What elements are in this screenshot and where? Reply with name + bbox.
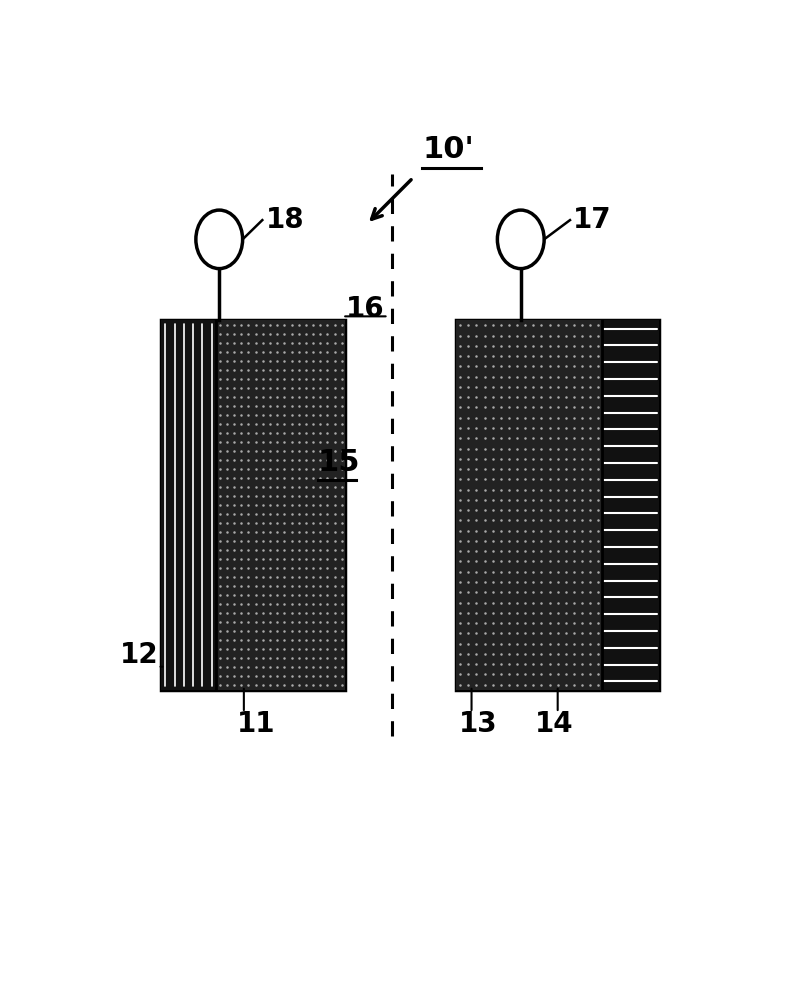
Text: 11: 11 — [237, 710, 276, 738]
Text: 16: 16 — [345, 295, 384, 323]
Text: 14: 14 — [535, 710, 574, 738]
Bar — [216, 320, 345, 690]
Bar — [456, 320, 659, 690]
Text: 17: 17 — [573, 206, 611, 234]
Circle shape — [196, 210, 243, 269]
Circle shape — [497, 210, 544, 269]
Text: 12: 12 — [120, 641, 159, 669]
Text: 18: 18 — [265, 206, 304, 234]
Text: 15: 15 — [318, 448, 360, 477]
Text: 13: 13 — [458, 710, 497, 738]
Bar — [603, 320, 659, 690]
Bar — [160, 320, 216, 690]
Bar — [160, 320, 345, 690]
Text: 10': 10' — [422, 135, 474, 164]
Bar — [456, 320, 603, 690]
